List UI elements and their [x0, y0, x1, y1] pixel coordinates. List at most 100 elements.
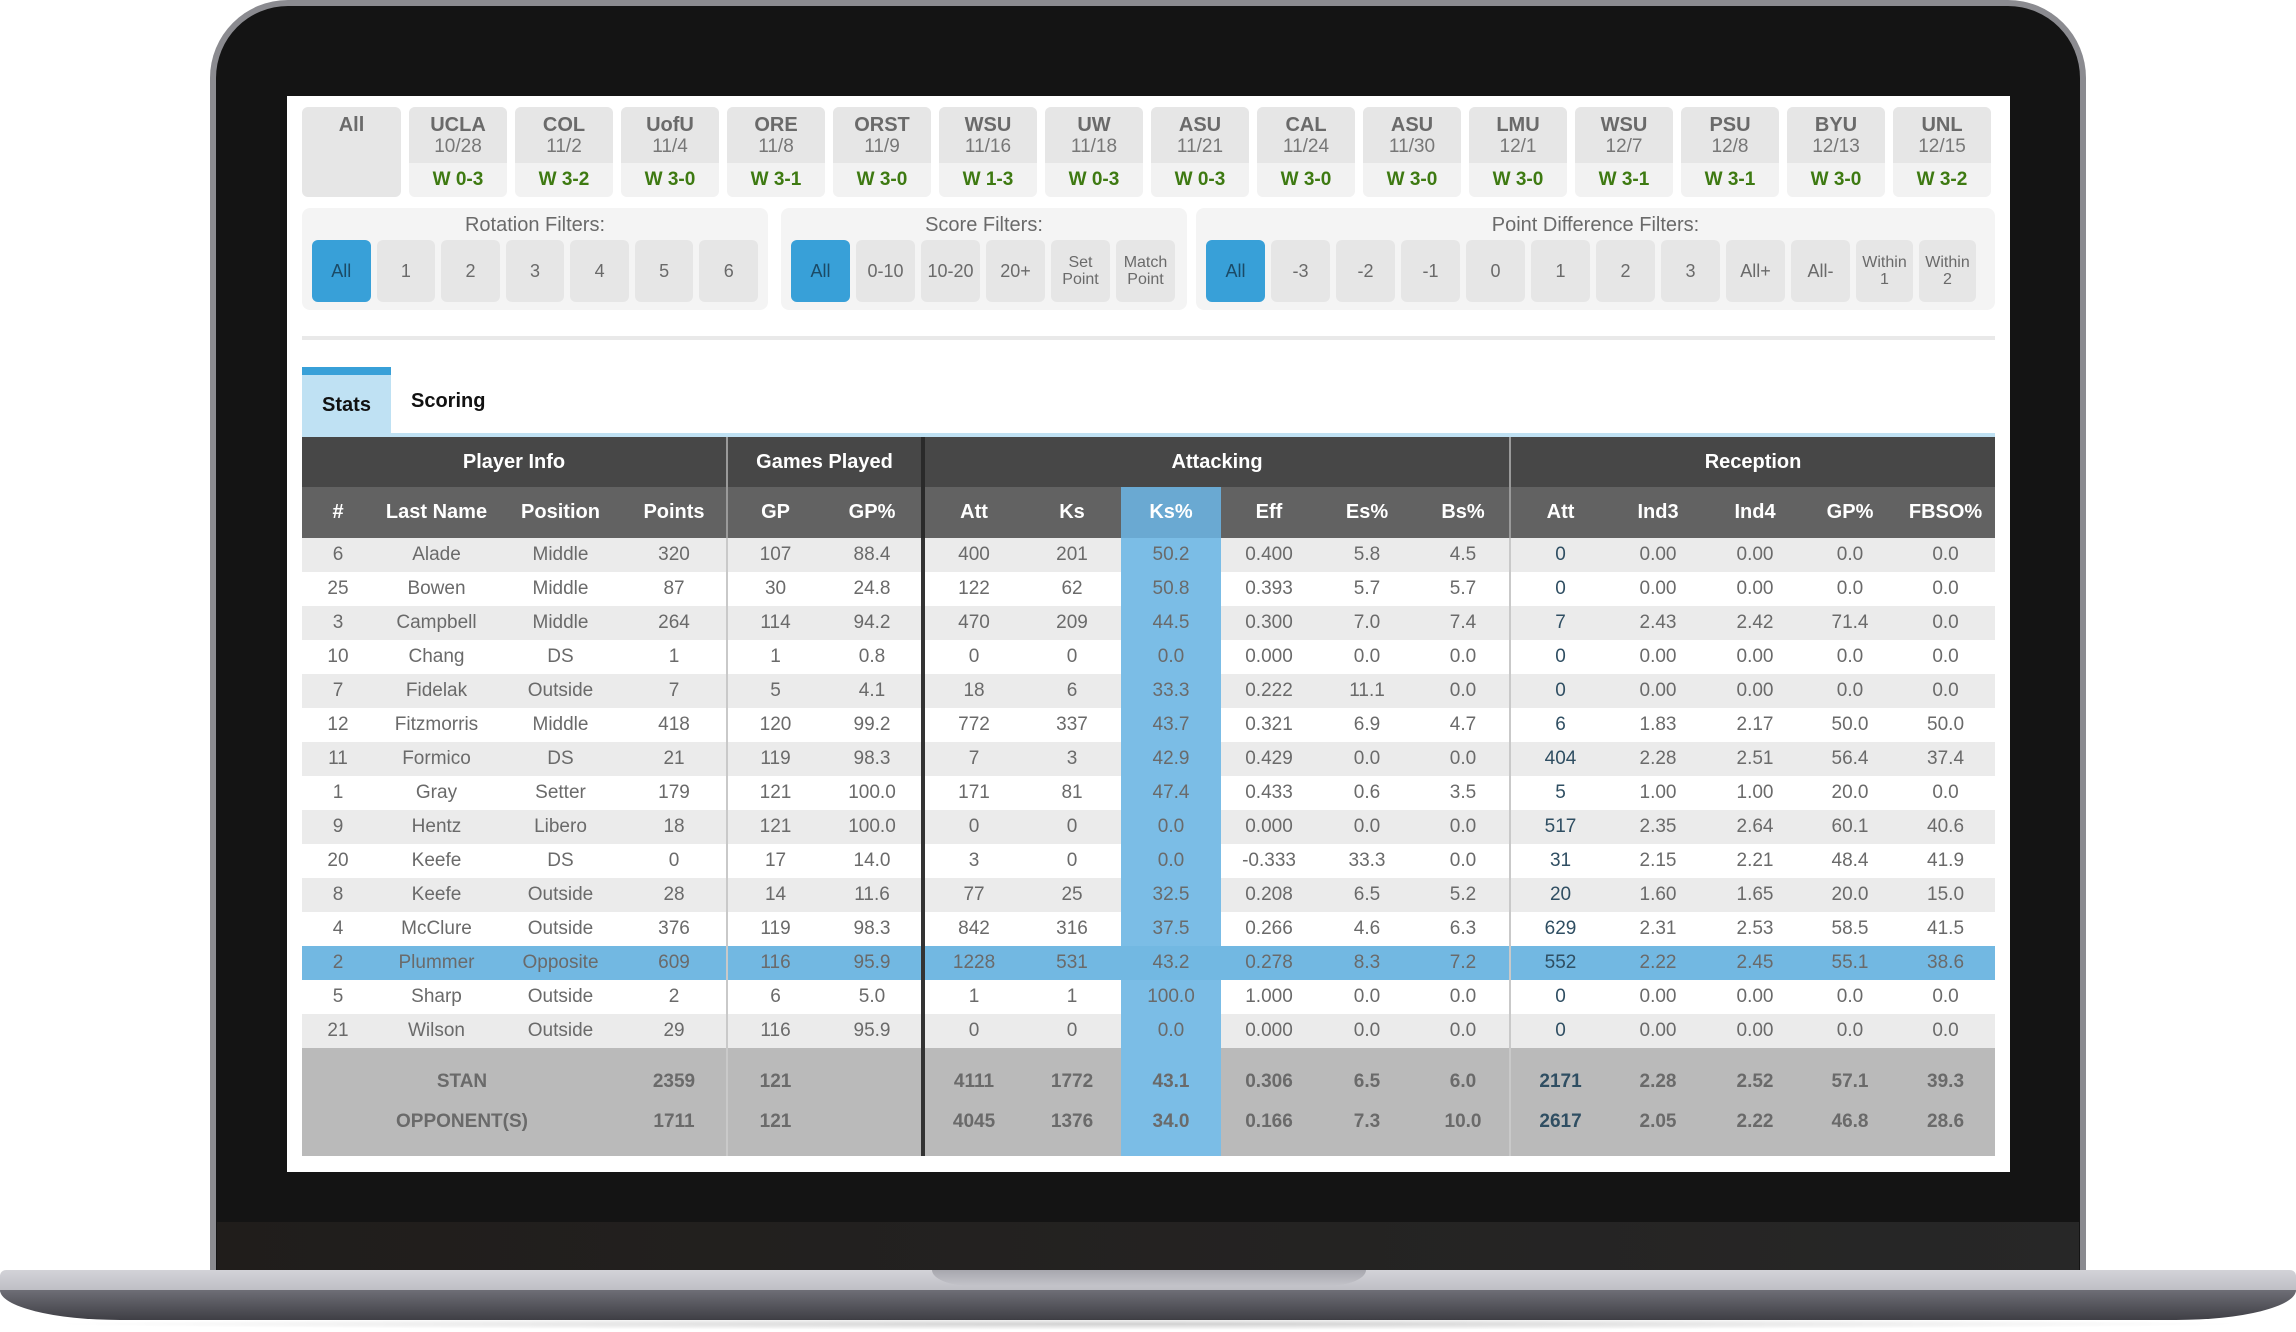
- cell-reception-att[interactable]: 20: [1509, 878, 1611, 912]
- column-header-ks-pct[interactable]: Ks%: [1121, 487, 1222, 538]
- tab-scoring[interactable]: Scoring: [411, 389, 486, 412]
- game-button-all[interactable]: All: [302, 107, 401, 197]
- column-header-eff[interactable]: Eff: [1221, 487, 1318, 538]
- column-header-fbso-pct[interactable]: FBSO%: [1896, 487, 1996, 538]
- rotation-filter-2[interactable]: 2: [441, 240, 500, 302]
- table-row[interactable]: 8 Keefe Outside 28 14 11.6 77 25 32.5 0.208 6.5 5.2…: [302, 878, 1996, 912]
- game-button[interactable]: BYU 12/13 W 3-0: [1787, 107, 1885, 197]
- cell-reception-att[interactable]: 0: [1509, 640, 1611, 674]
- table-row[interactable]: 25 Bowen Middle 87 30 24.8 122 62 50.8 0.393 5.7 5.…: [302, 572, 1996, 606]
- score-filter-all[interactable]: All: [791, 240, 850, 302]
- point-diff-filter-0[interactable]: 0: [1466, 240, 1525, 302]
- game-button[interactable]: UNL 12/15 W 3-2: [1893, 107, 1991, 197]
- column-header-gp[interactable]: GP: [726, 487, 824, 538]
- score-filter-10-20[interactable]: 10-20: [921, 240, 980, 302]
- game-button[interactable]: UCLA 10/28 W 0-3: [409, 107, 507, 197]
- game-button[interactable]: ASU 11/21 W 0-3: [1151, 107, 1249, 197]
- cell-reception-att[interactable]: 629: [1509, 912, 1611, 946]
- table-row[interactable]: 9 Hentz Libero 18 121 100.0 0 0 0.0 0.000 0.0 0.0 51…: [302, 810, 1996, 844]
- column-header-gp-pct[interactable]: GP%: [823, 487, 924, 538]
- cell-reception-att[interactable]: 0: [1509, 980, 1611, 1014]
- game-button[interactable]: WSU 12/7 W 3-1: [1575, 107, 1673, 197]
- cell-reception-att[interactable]: 552: [1509, 946, 1611, 980]
- game-button[interactable]: WSU 11/16 W 1-3: [939, 107, 1037, 197]
- game-button[interactable]: COL 11/2 W 3-2: [515, 107, 613, 197]
- score-filter-20-plus[interactable]: 20+: [986, 240, 1045, 302]
- rotation-filter-5[interactable]: 5: [634, 240, 694, 302]
- column-header-points[interactable]: Points: [622, 487, 728, 538]
- column-header-bs-pct[interactable]: Bs%: [1417, 487, 1511, 538]
- point-diff-filter-minus-3[interactable]: -3: [1271, 240, 1330, 302]
- point-diff-filter-minus-1[interactable]: -1: [1401, 240, 1460, 302]
- cell-points: 609: [622, 946, 728, 980]
- rotation-filter-1[interactable]: 1: [376, 240, 436, 302]
- score-filter-match-point[interactable]: Match Point: [1116, 240, 1175, 302]
- point-diff-filter-within-2[interactable]: Within 2: [1919, 240, 1976, 302]
- table-row[interactable]: 1 Gray Setter 179 121 100.0 171 81 47.4 0.433 0.6 3…: [302, 776, 1996, 810]
- totals-eff: 0.166: [1221, 1102, 1318, 1142]
- game-button[interactable]: LMU 12/1 W 3-0: [1469, 107, 1567, 197]
- game-button[interactable]: ORE 11/8 W 3-1: [727, 107, 825, 197]
- point-diff-filter-minus-2[interactable]: -2: [1336, 240, 1395, 302]
- cell-reception-att[interactable]: 0: [1509, 1014, 1611, 1048]
- cell-reception-att[interactable]: 0: [1509, 538, 1611, 572]
- table-row[interactable]: 20 Keefe DS 0 17 14.0 3 0 0.0 -0.333 33.3 0.0 31 2.15…: [302, 844, 1996, 878]
- column-header-position[interactable]: Position: [499, 487, 622, 538]
- game-button[interactable]: UofU 11/4 W 3-0: [621, 107, 719, 197]
- column-header-reception-att[interactable]: Att: [1509, 487, 1611, 538]
- cell-reception-att[interactable]: 31: [1509, 844, 1611, 878]
- rotation-filter-3[interactable]: 3: [505, 240, 565, 302]
- column-header-es-pct[interactable]: Es%: [1317, 487, 1418, 538]
- game-button[interactable]: PSU 12/8 W 3-1: [1681, 107, 1779, 197]
- point-diff-filter-all-plus[interactable]: All+: [1726, 240, 1785, 302]
- game-result: W 3-1: [1598, 169, 1650, 190]
- game-button[interactable]: ASU 11/30 W 3-0: [1363, 107, 1461, 197]
- table-row[interactable]: 6 Alade Middle 320 107 88.4 400 201 50.2 0.400 5.8…: [302, 538, 1996, 572]
- cell-reception-att[interactable]: 6: [1509, 708, 1611, 742]
- cell-es-pct: 5.8: [1317, 538, 1418, 572]
- table-row[interactable]: 12 Fitzmorris Middle 418 120 99.2 772 337 43.7 0.…: [302, 708, 1996, 742]
- point-diff-filter-within-1[interactable]: Within 1: [1856, 240, 1913, 302]
- column-header-ks[interactable]: Ks: [1023, 487, 1122, 538]
- table-row[interactable]: 3 Campbell Middle 264 114 94.2 470 209 44.5 0.300…: [302, 606, 1996, 640]
- column-header-last-name[interactable]: Last Name: [374, 487, 499, 538]
- table-row[interactable]: 7 Fidelak Outside 7 5 4.1 18 6 33.3 0.222 11.1 0.0 0…: [302, 674, 1996, 708]
- table-row[interactable]: 4 McClure Outside 376 119 98.3 842 316 37.5 0.266…: [302, 912, 1996, 946]
- game-button[interactable]: UW 11/18 W 0-3: [1045, 107, 1143, 197]
- column-header-reception-gp-pct[interactable]: GP%: [1804, 487, 1897, 538]
- table-row[interactable]: 11 Formico DS 21 119 98.3 7 3 42.9 0.429 0.0 0.0 404…: [302, 742, 1996, 776]
- cell-reception-att[interactable]: 517: [1509, 810, 1611, 844]
- score-filter-0-10[interactable]: 0-10: [856, 240, 915, 302]
- cell-reception-att[interactable]: 0: [1509, 674, 1611, 708]
- table-row[interactable]: 2 Plummer Opposite 609 116 95.9 1228 531 43.2 0.2…: [302, 946, 1996, 980]
- cell-reception-att[interactable]: 5: [1509, 776, 1611, 810]
- game-opponent: ASU: [1390, 114, 1434, 136]
- cell-gp-pct: 99.2: [823, 708, 924, 742]
- column-header-attack-att[interactable]: Att: [921, 487, 1024, 538]
- score-filter-set-point[interactable]: Set Point: [1051, 240, 1110, 302]
- cell-reception-att[interactable]: 404: [1509, 742, 1611, 776]
- rotation-filter-4[interactable]: 4: [570, 240, 629, 302]
- cell-reception-att[interactable]: 7: [1509, 606, 1611, 640]
- laptop-notch: [932, 1270, 1366, 1286]
- table-row[interactable]: 21 Wilson Outside 29 116 95.9 0 0 0.0 0.000 0.0 0.0…: [302, 1014, 1996, 1048]
- point-diff-filter-2[interactable]: 2: [1596, 240, 1655, 302]
- game-button[interactable]: ORST 11/9 W 3-0: [833, 107, 931, 197]
- point-diff-filter-3[interactable]: 3: [1661, 240, 1720, 302]
- column-header-ind3[interactable]: Ind3: [1610, 487, 1707, 538]
- tab-stats[interactable]: Stats: [302, 367, 391, 435]
- rotation-filter-all[interactable]: All: [312, 240, 371, 302]
- point-diff-filter-1[interactable]: 1: [1531, 240, 1590, 302]
- table-row[interactable]: 5 Sharp Outside 2 6 5.0 1 1 100.0 1.000 0.0 0.0 0 0.0…: [302, 980, 1996, 1014]
- totals-reception-att[interactable]: 2617: [1509, 1102, 1611, 1142]
- column-header-ind4[interactable]: Ind4: [1706, 487, 1805, 538]
- game-button[interactable]: CAL 11/24 W 3-0: [1257, 107, 1355, 197]
- column-header-number[interactable]: #: [302, 487, 374, 538]
- table-row[interactable]: 10 Chang DS 1 1 0.8 0 0 0.0 0.000 0.0 0.0 0 0.00 0.00 0…: [302, 640, 1996, 674]
- cell-reception-att[interactable]: 0: [1509, 572, 1611, 606]
- point-diff-filter-all[interactable]: All: [1206, 240, 1265, 302]
- totals-reception-att[interactable]: 2171: [1509, 1062, 1611, 1102]
- rotation-filter-6[interactable]: 6: [699, 240, 759, 302]
- point-diff-filter-all-minus[interactable]: All-: [1791, 240, 1850, 302]
- game-opponent: WSU: [964, 114, 1012, 136]
